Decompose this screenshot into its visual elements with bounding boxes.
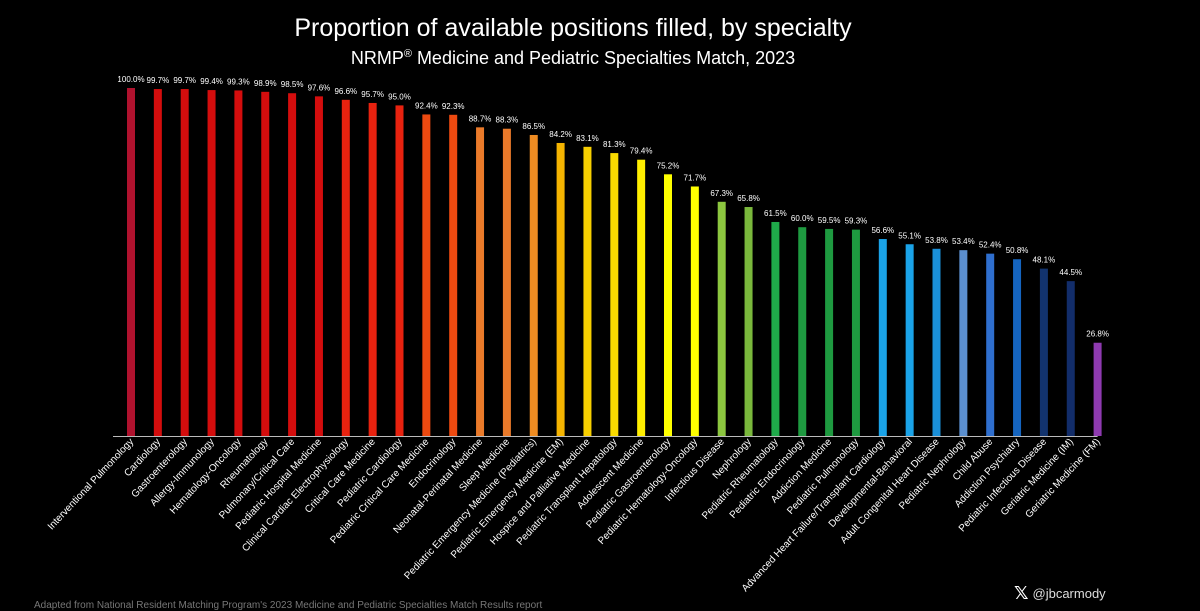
bar <box>717 201 726 436</box>
data-label: 83.1% <box>576 134 599 143</box>
bar <box>825 228 834 436</box>
data-label: 86.5% <box>522 122 545 131</box>
data-label: 99.7% <box>147 76 170 85</box>
category-label: Adult Congenital Heart Disease <box>838 436 941 546</box>
data-label: 60.0% <box>791 214 814 223</box>
data-label: 99.4% <box>200 77 223 86</box>
bar <box>153 89 162 436</box>
author-handle: 𝕏 @jbcarmody <box>1014 583 1106 604</box>
bar <box>1039 268 1048 436</box>
bar <box>261 91 270 436</box>
category-label: Interventional Pulmonology <box>46 437 136 533</box>
bar <box>127 88 135 436</box>
registered-mark: ® <box>403 48 412 60</box>
bar <box>368 102 377 437</box>
bar <box>341 99 350 436</box>
data-label: 96.6% <box>334 87 357 96</box>
data-label: 97.6% <box>308 83 331 92</box>
source-note: Adapted from National Resident Matching … <box>34 600 543 611</box>
data-label: 26.8% <box>1086 330 1109 339</box>
bar <box>878 239 887 436</box>
data-label: 59.3% <box>845 217 868 226</box>
data-label: 98.9% <box>254 79 277 88</box>
bar <box>288 93 297 436</box>
data-label: 44.5% <box>1059 268 1082 277</box>
data-label: 95.7% <box>361 90 384 99</box>
bar <box>744 207 753 436</box>
bar <box>314 96 323 437</box>
bar <box>610 153 619 437</box>
bar <box>664 174 672 436</box>
bar <box>583 146 592 436</box>
data-label: 67.3% <box>710 189 733 198</box>
bar <box>1066 281 1075 436</box>
bar <box>422 114 431 436</box>
category-label: Pediatric Hematology-Oncology <box>596 437 700 547</box>
data-label: 95.0% <box>388 92 411 101</box>
data-label: 99.3% <box>227 77 250 86</box>
chart-subtitle: NRMP® Medicine and Pediatric Specialties… <box>0 48 1146 69</box>
data-label: 81.3% <box>603 140 626 149</box>
bar <box>798 227 807 436</box>
data-label: 48.1% <box>1033 256 1056 265</box>
chart-title: Proportion of available positions filled… <box>294 14 852 42</box>
bar <box>905 244 914 436</box>
data-label: 53.8% <box>925 236 948 245</box>
bar <box>637 159 646 437</box>
bar <box>556 142 565 436</box>
data-label: 88.3% <box>496 116 519 125</box>
bar <box>476 127 485 436</box>
data-label: 65.8% <box>737 194 760 203</box>
bar <box>449 114 458 437</box>
bar <box>395 105 404 437</box>
data-label: 71.7% <box>684 173 707 182</box>
category-label: Hospice and Palliative Medicine <box>488 436 593 547</box>
bar <box>234 90 243 436</box>
data-label: 53.4% <box>952 237 975 246</box>
data-label: 79.4% <box>630 147 653 156</box>
data-label: 98.5% <box>281 80 304 89</box>
bar <box>207 90 216 436</box>
data-label: 61.5% <box>764 209 787 218</box>
data-label: 50.8% <box>1006 246 1029 255</box>
data-label: 84.2% <box>549 130 572 139</box>
x-logo-icon: 𝕏 <box>1014 583 1029 603</box>
data-label: 56.6% <box>871 226 894 235</box>
data-label: 92.4% <box>415 101 438 110</box>
subtitle-prefix: NRMP <box>350 48 404 68</box>
bar <box>1093 342 1102 436</box>
data-label: 92.3% <box>442 102 465 111</box>
category-label: Pediatric Critical Care Medicine <box>328 436 431 546</box>
bar <box>959 250 968 436</box>
data-label: 75.2% <box>657 161 680 170</box>
bar <box>690 186 699 436</box>
data-label: 88.7% <box>469 114 492 123</box>
bar <box>529 134 538 437</box>
bar <box>502 128 511 436</box>
bar <box>180 89 189 436</box>
author-handle-text: @jbcarmody <box>1032 586 1106 601</box>
data-label: 59.5% <box>818 216 841 225</box>
bar <box>851 229 860 436</box>
data-label: 99.7% <box>173 76 196 85</box>
subtitle-suffix: Medicine and Pediatric Specialties Match… <box>411 48 796 68</box>
bar <box>1013 259 1022 436</box>
bar <box>932 248 941 436</box>
data-label: 100.0% <box>117 75 144 84</box>
bar <box>771 221 780 436</box>
data-label: 52.4% <box>979 241 1002 250</box>
data-label: 55.1% <box>898 231 921 240</box>
bar <box>986 253 995 436</box>
